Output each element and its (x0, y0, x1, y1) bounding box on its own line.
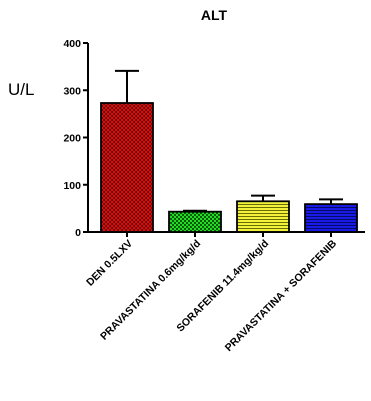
y-tick-label: 300 (63, 85, 81, 97)
bar (168, 210, 222, 233)
bar (100, 102, 154, 233)
chart-title: ALT (201, 7, 228, 23)
x-category-label: DEN 0.5LXV (84, 238, 135, 289)
bar (236, 200, 290, 233)
bar (304, 203, 358, 233)
y-ticks: 0 100 200 300 400 (63, 38, 88, 239)
x-category-label: PRAVASTATINA + SORAFENIB (223, 237, 340, 354)
y-tick-label: 200 (63, 133, 81, 145)
y-axis-label: U/L (8, 80, 34, 99)
y-tick-label: 400 (63, 38, 81, 50)
bars (100, 102, 358, 233)
y-tick-label: 100 (63, 180, 81, 192)
error-bars (115, 69, 343, 212)
y-tick-label: 0 (75, 227, 81, 239)
